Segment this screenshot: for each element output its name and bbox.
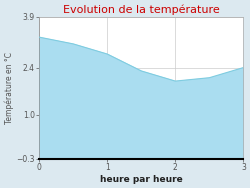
Y-axis label: Température en °C: Température en °C <box>4 52 14 124</box>
X-axis label: heure par heure: heure par heure <box>100 175 183 184</box>
Title: Evolution de la température: Evolution de la température <box>63 4 220 15</box>
